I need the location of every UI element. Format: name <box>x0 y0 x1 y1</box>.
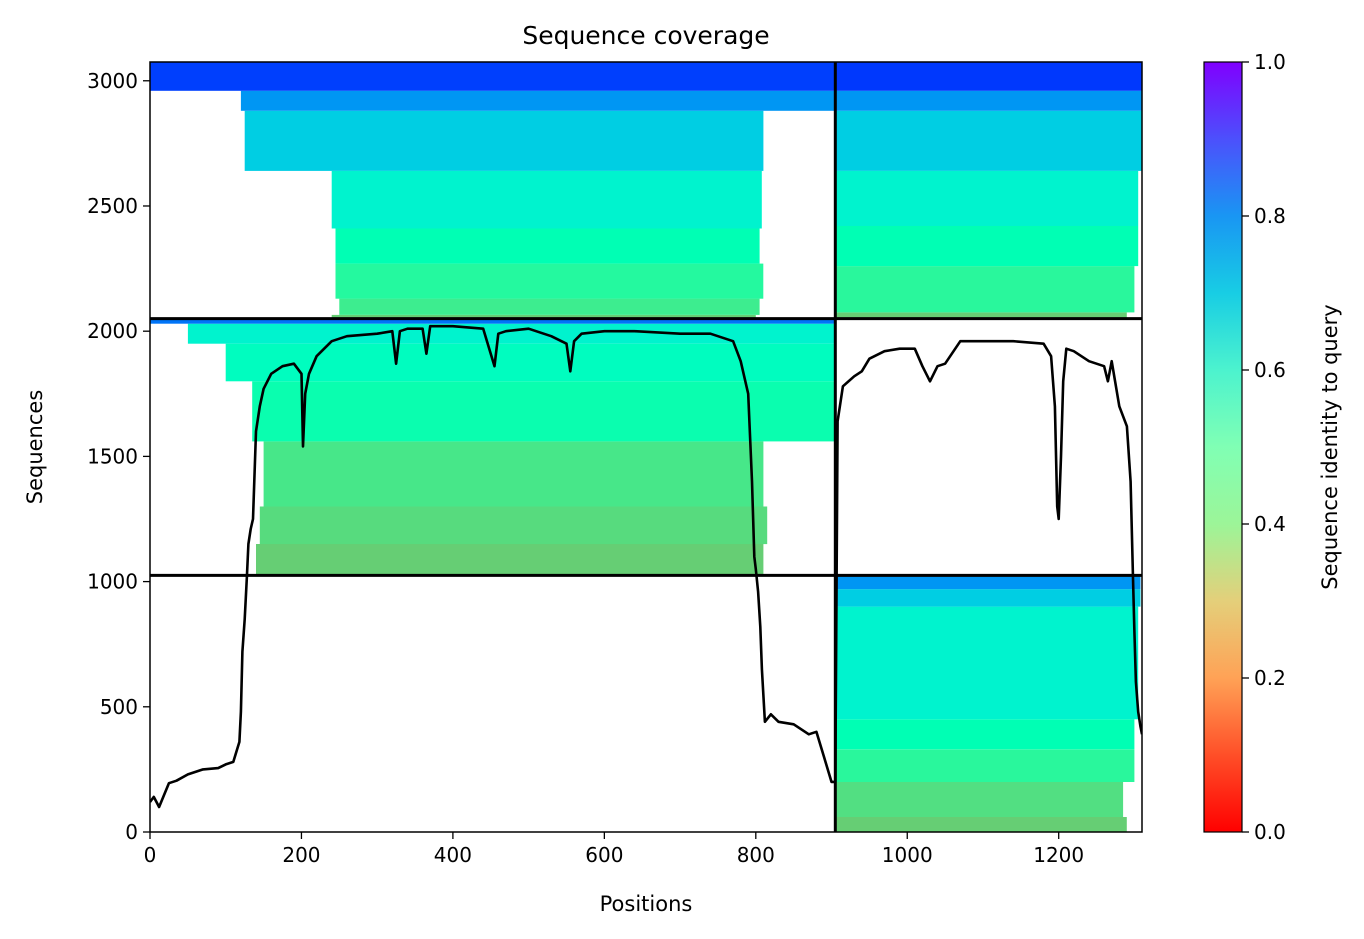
colorbar <box>1203 61 1243 833</box>
y-tick-label: 2000 <box>87 319 138 343</box>
coverage-band <box>835 110 1142 171</box>
x-tick-label: 800 <box>737 843 775 867</box>
x-tick-label: 600 <box>585 843 623 867</box>
coverage-band <box>835 719 1135 750</box>
coverage-band <box>835 749 1135 782</box>
y-tick-label: 2500 <box>87 194 138 218</box>
colorbar-tick-label: 0.0 <box>1254 820 1286 844</box>
coverage-band <box>339 298 760 315</box>
coverage-band <box>244 110 764 171</box>
coverage-band <box>335 228 760 264</box>
x-axis-label: Positions <box>600 892 693 916</box>
y-tick-label: 1500 <box>87 444 138 468</box>
coverage-band <box>835 170 1139 226</box>
coverage-band <box>835 266 1135 313</box>
coverage-band <box>331 170 762 229</box>
coverage-band <box>187 323 836 344</box>
y-tick-label: 500 <box>100 695 138 719</box>
coverage-band <box>835 312 1127 319</box>
y-tick-label: 1000 <box>87 570 138 594</box>
coverage-band <box>240 90 836 111</box>
x-tick-label: 1000 <box>882 843 933 867</box>
y-tick-label: 0 <box>125 820 138 844</box>
coverage-band <box>225 343 836 382</box>
coverage-band <box>835 781 1124 817</box>
coverage-band <box>259 506 768 545</box>
chart-title: Sequence coverage <box>522 21 769 50</box>
colorbar-tick-label: 0.4 <box>1254 512 1286 536</box>
x-tick-label: 1200 <box>1033 843 1084 867</box>
coverage-band <box>150 318 836 324</box>
x-tick-label: 0 <box>144 843 157 867</box>
coverage-band <box>835 90 1142 111</box>
coverage-band <box>335 263 764 299</box>
colorbar-axis: 0.0 0.2 0.4 0.6 0.8 1.0 <box>1242 50 1286 844</box>
x-tick-label: 200 <box>282 843 320 867</box>
x-axis: 0 200 400 600 800 1000 1200 <box>144 832 1084 867</box>
coverage-band <box>835 62 1142 91</box>
coverage-band <box>252 381 836 442</box>
colorbar-label: Sequence identity to query <box>1318 304 1342 589</box>
coverage-band <box>835 589 1141 607</box>
coverage-band <box>263 441 764 507</box>
colorbar-tick-label: 0.6 <box>1254 358 1286 382</box>
y-axis: 0 500 1000 1500 2000 2500 3000 <box>87 69 150 844</box>
coverage-band <box>835 606 1139 720</box>
coverage-line <box>150 324 1142 809</box>
coverage-band <box>331 314 756 319</box>
coverage-heatmap <box>150 62 1142 832</box>
coverage-band <box>835 226 1139 267</box>
colorbar-tick-label: 0.8 <box>1254 204 1286 228</box>
x-tick-label: 400 <box>434 843 472 867</box>
plot-frame <box>149 61 1143 833</box>
coverage-band <box>256 544 764 576</box>
block-dividers <box>150 62 1142 832</box>
coverage-band <box>150 62 836 91</box>
y-tick-label: 3000 <box>87 69 138 93</box>
coverage-band <box>835 817 1127 832</box>
coverage-line-layer <box>150 324 1142 809</box>
y-axis-label: Sequences <box>23 390 47 505</box>
coverage-band <box>835 575 1141 590</box>
colorbar-tick-label: 0.2 <box>1254 666 1286 690</box>
colorbar-tick-label: 1.0 <box>1254 50 1286 74</box>
